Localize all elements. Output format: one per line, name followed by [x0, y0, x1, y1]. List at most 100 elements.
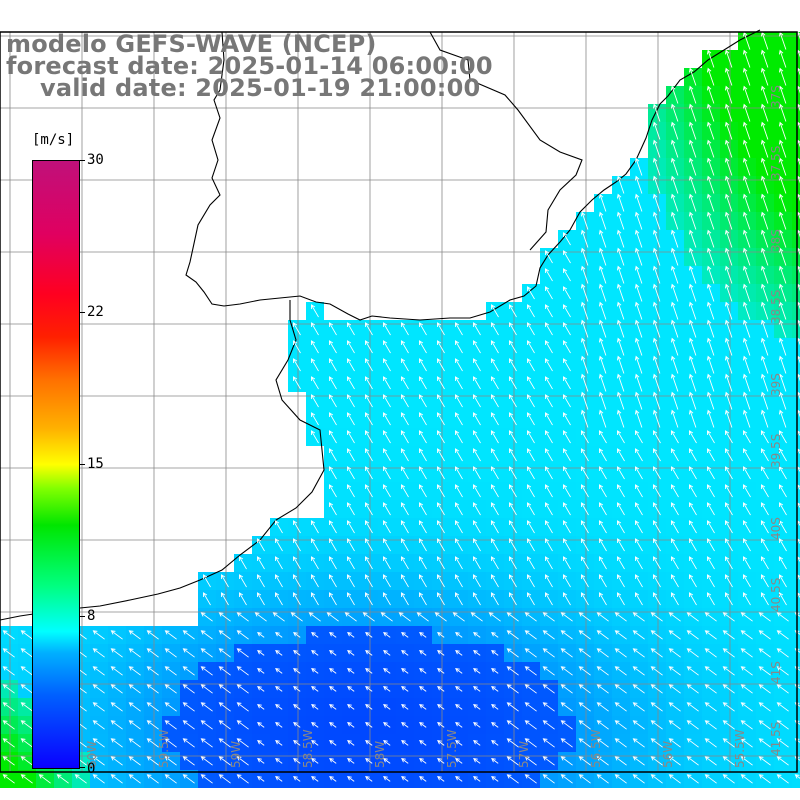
speed-cell: [792, 716, 800, 734]
wind-arrow: [365, 722, 373, 728]
wind-arrow: [473, 650, 481, 656]
wind-arrow: [164, 648, 177, 658]
wind-arrow: [724, 139, 733, 158]
wind-arrow: [92, 702, 105, 712]
wind-arrow: [758, 630, 771, 640]
colorbar-tick: [79, 616, 85, 617]
estuary-path: [429, 31, 583, 251]
wind-arrow: [580, 484, 589, 498]
wind-arrow: [200, 720, 213, 730]
wind-arrow: [128, 630, 141, 640]
wind-arrow: [616, 355, 625, 374]
wind-arrow: [760, 211, 769, 230]
wind-arrow: [437, 740, 445, 746]
wind-arrow: [182, 720, 195, 730]
wind-arrow: [688, 247, 697, 266]
wind-arrow: [437, 686, 445, 692]
wind-arrow: [544, 484, 553, 498]
wind-arrow: [200, 756, 213, 766]
wind-arrow: [544, 466, 553, 480]
speed-cell: [792, 86, 800, 104]
wind-arrow: [274, 574, 283, 588]
wind-arrow: [490, 304, 499, 318]
wind-arrow: [760, 103, 769, 122]
wind-arrow: [668, 720, 681, 730]
wind-arrow: [346, 322, 355, 336]
wind-arrow: [542, 738, 555, 748]
lon-label: 58.5W: [301, 729, 315, 768]
wind-arrow: [419, 722, 427, 728]
wind-arrow: [688, 592, 697, 606]
wind-arrow: [275, 632, 283, 638]
wind-arrow: [383, 686, 391, 692]
wind-arrow: [293, 650, 301, 656]
wind-arrow: [293, 776, 301, 782]
wind-arrow: [688, 211, 697, 230]
wind-arrow: [760, 301, 769, 320]
wind-arrow: [652, 409, 661, 428]
wind-arrow: [526, 484, 535, 498]
wind-arrow: [472, 538, 481, 552]
speed-cell: [792, 194, 800, 212]
wind-arrow: [706, 67, 715, 86]
wind-arrow: [598, 409, 607, 428]
wind-arrow: [292, 556, 301, 570]
wind-arrow: [454, 484, 463, 498]
wind-arrow: [292, 340, 301, 354]
wind-arrow: [688, 175, 697, 194]
wind-arrow: [668, 648, 681, 658]
wind-arrow: [490, 394, 499, 408]
wind-arrow: [110, 720, 123, 730]
wind-arrow: [182, 702, 195, 712]
wind-arrow: [400, 340, 409, 354]
wind-arrow: [182, 774, 195, 784]
wind-arrow: [776, 612, 789, 622]
wind-arrow: [596, 738, 609, 748]
wind-arrow: [562, 358, 571, 372]
wind-arrow: [776, 648, 789, 658]
wind-arrow: [254, 612, 267, 622]
wind-arrow: [436, 448, 445, 462]
wind-arrow: [256, 592, 265, 606]
speed-cell: [792, 770, 800, 788]
wind-arrow: [346, 448, 355, 462]
wind-arrow: [598, 448, 607, 462]
wind-arrow: [688, 319, 697, 338]
wind-arrow: [182, 756, 195, 766]
wind-arrow: [580, 391, 589, 410]
wind-arrow: [382, 340, 391, 354]
wind-arrow: [778, 502, 787, 516]
wind-arrow: [670, 175, 679, 194]
wind-arrow: [760, 265, 769, 284]
wind-arrow: [508, 556, 517, 570]
wind-arrow: [688, 574, 697, 588]
wind-arrow: [383, 704, 391, 710]
wind-arrow: [524, 720, 537, 730]
wind-arrow: [742, 229, 751, 248]
speed-cell: [792, 104, 800, 122]
wind-arrow: [310, 430, 319, 444]
wind-arrow: [293, 686, 301, 692]
wind-arrow: [742, 157, 751, 176]
wind-arrow: [419, 650, 427, 656]
wind-arrow: [508, 484, 517, 498]
wind-arrow: [382, 322, 391, 336]
wind-arrow: [310, 376, 319, 390]
wind-arrow: [454, 502, 463, 516]
wind-arrow: [778, 85, 787, 104]
wind-arrow: [724, 229, 733, 248]
wind-arrow: [650, 738, 663, 748]
wind-arrow: [724, 466, 733, 480]
wind-arrow: [346, 358, 355, 372]
wind-arrow: [455, 740, 463, 746]
wind-arrow: [508, 448, 517, 462]
wind-arrow: [328, 502, 337, 516]
wind-arrow: [652, 355, 661, 374]
wind-arrow: [146, 666, 159, 676]
wind-arrow: [146, 630, 159, 640]
wind-arrow: [400, 556, 409, 570]
wind-arrow: [742, 67, 751, 86]
wind-arrow: [580, 301, 589, 320]
wind-arrow: [686, 648, 699, 658]
wind-arrow: [670, 121, 679, 140]
